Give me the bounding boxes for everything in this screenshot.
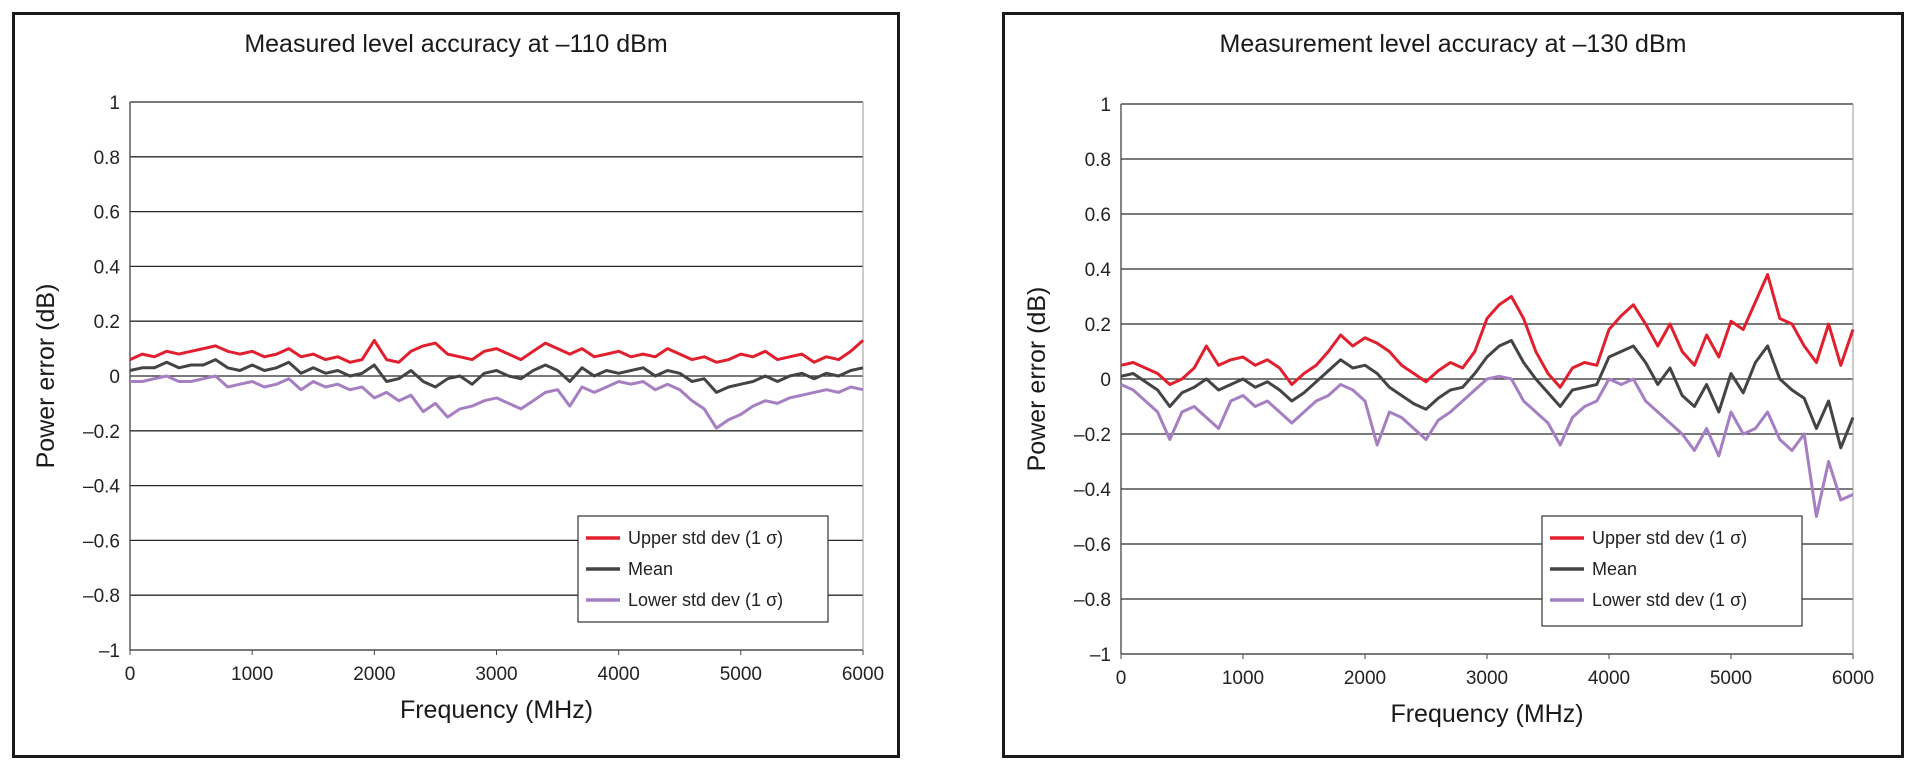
y-axis-label: Power error (dB) — [32, 284, 60, 469]
legend-entry: Lower std dev (1 σ) — [628, 590, 783, 610]
lower-std-dev-line — [1120, 374, 1854, 518]
y-tick-label: 0.2 — [1085, 315, 1111, 336]
y-tick-label: 0 — [1100, 370, 1111, 391]
x-tick-label: 5000 — [1710, 668, 1752, 689]
y-tick-label: 0 — [109, 367, 120, 388]
upper-std-dev-line — [1120, 273, 1855, 389]
legend-entry: Upper std dev (1 σ) — [628, 528, 783, 548]
y-tick-label: 1 — [109, 93, 120, 114]
x-axis-label: Frequency (MHz) — [1390, 700, 1583, 728]
legend-box — [1541, 515, 1803, 627]
mean-line — [1120, 339, 1855, 450]
lower-std-dev-line — [130, 374, 864, 430]
legend: Upper std dev (1 σ) Mean Lower std dev (1 … — [1541, 515, 1803, 627]
y-tick-label: 0.8 — [1085, 150, 1111, 171]
x-axis-label: Frequency (MHz) — [400, 696, 593, 724]
x-tick-label: 3000 — [475, 664, 517, 685]
chart-title: Measurement level accuracy at –130 dBm — [1220, 30, 1687, 58]
y-tick-label: 0.4 — [94, 257, 121, 278]
y-tick-label: 0.6 — [1085, 205, 1111, 226]
x-tick-label: 6000 — [842, 664, 884, 685]
legend-entry: Upper std dev (1 σ) — [1592, 528, 1747, 548]
chart-title: Measured level accuracy at –110 dBm — [244, 30, 667, 58]
x-tick-label: 0 — [125, 664, 136, 685]
y-tick-label: 0.6 — [94, 203, 120, 224]
chart-2: Measurement level accuracy at –130 dBm10… — [1023, 30, 1874, 728]
legend-entry: Lower std dev (1 σ) — [1592, 590, 1747, 610]
y-tick-label: –1 — [99, 641, 120, 662]
y-tick-label: 0.4 — [1085, 260, 1112, 281]
y-tick-label: –1 — [1090, 645, 1111, 666]
chart-1: Measured level accuracy at –110 dBm 1 0.8 0… — [32, 30, 884, 724]
y-tick-label: 1 — [1100, 95, 1111, 116]
y-tick-label: 0.8 — [94, 148, 120, 169]
y-tick-label: –0.4 — [1074, 480, 1111, 501]
x-tick-label: 4000 — [598, 664, 640, 685]
y-tick-label: –0.2 — [1074, 425, 1111, 446]
y-tick-label: –0.8 — [83, 586, 120, 607]
x-tick-label: 0 — [1116, 668, 1127, 689]
x-tick-label: 4000 — [1588, 668, 1630, 689]
mean-line — [129, 358, 864, 394]
legend-entry: Mean — [1592, 559, 1637, 579]
y-tick-label: –0.8 — [1074, 590, 1111, 611]
y-tick-label: 0.2 — [94, 312, 120, 333]
x-tick-label: 5000 — [720, 664, 762, 685]
x-tick-label: 6000 — [1832, 668, 1874, 689]
y-tick-label: –0.4 — [83, 477, 120, 498]
chart-panel-left — [12, 12, 900, 758]
upper-std-dev-line — [129, 338, 864, 364]
legend-entry: Mean — [628, 559, 673, 579]
x-tick-label: 1000 — [1222, 668, 1264, 689]
x-tick-label: 2000 — [353, 664, 395, 685]
x-tick-label: 2000 — [1344, 668, 1386, 689]
y-tick-label: –0.6 — [1074, 535, 1111, 556]
y-tick-label: –0.6 — [83, 531, 120, 552]
y-tick-label: –0.2 — [83, 422, 120, 443]
y-axis-label: Power error (dB) — [1023, 287, 1051, 472]
x-tick-label: 1000 — [231, 664, 273, 685]
x-tick-label: 3000 — [1466, 668, 1508, 689]
legend: Upper std dev (1 σ) Mean Lower std dev (1 … — [577, 515, 829, 623]
